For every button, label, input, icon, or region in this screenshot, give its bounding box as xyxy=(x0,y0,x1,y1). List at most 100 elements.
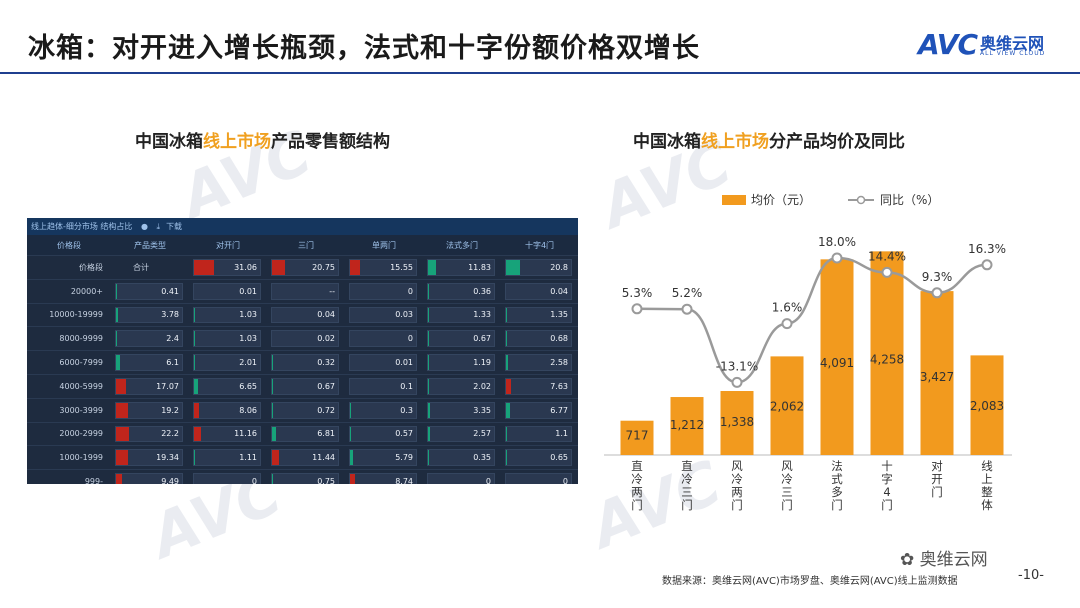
panel-header: 线上趋体-细分市场 结构占比 ● ⤓ 下载 xyxy=(27,218,578,235)
table-row: 999- 9.49 0 0.75 8.74 0 0 xyxy=(27,469,578,484)
info-icon[interactable]: ● xyxy=(140,222,148,231)
logo-cn-text: 奥维云网 xyxy=(980,34,1045,53)
table-cell: 1.1 xyxy=(501,422,578,447)
table-row: 10000-19999 3.78 1.03 0.04 0.03 1.33 1.35 xyxy=(27,303,578,328)
table-cell: 31.06 xyxy=(189,255,267,280)
table-cell: 0.41 xyxy=(111,279,189,304)
table-cell: 0.57 xyxy=(345,422,423,447)
table-cell: 5.79 xyxy=(345,445,423,471)
table-cell: 1.33 xyxy=(423,303,501,328)
row-label: 10000-19999 xyxy=(27,303,111,328)
table-column-header: 对开门 xyxy=(189,235,267,256)
row-label: 2000-2999 xyxy=(27,422,111,447)
bar-value-label: 2,083 xyxy=(970,399,1004,413)
wechat-account: ✿ 奥维云网 xyxy=(900,550,988,570)
bar-value-label: 717 xyxy=(626,429,649,443)
row-label: 20000+ xyxy=(27,279,111,304)
left-title-highlight: 线上市场 xyxy=(203,132,271,152)
table-cell: 7.63 xyxy=(501,374,578,399)
table-cell: 1.11 xyxy=(189,445,267,471)
table-column-header: 单两门 xyxy=(345,235,423,256)
table-cell: 0.75 xyxy=(267,469,345,484)
legend-line-label: 同比（%） xyxy=(880,193,939,207)
table-cell: 8.06 xyxy=(189,398,267,423)
bar xyxy=(670,397,704,455)
table-cell: 19.2 xyxy=(111,398,189,423)
table-cell: 17.07 xyxy=(111,374,189,399)
retail-structure-panel: 线上趋体-细分市场 结构占比 ● ⤓ 下载 价格段 产品类型 对开门 三门 单两门 法式多门… xyxy=(27,218,578,484)
table-cell: 2.57 xyxy=(423,422,501,447)
table-cell: 0 xyxy=(501,469,578,484)
table-cell: 0.67 xyxy=(423,326,501,352)
left-section-title: 中国冰箱线上市场产品零售额结构 xyxy=(135,127,390,152)
table-row: 价格段 合计 31.06 20.75 15.55 11.83 20.8 xyxy=(27,255,578,280)
bar-value-label: 1,338 xyxy=(720,415,754,429)
yoy-point xyxy=(981,259,993,271)
yoy-value-label: 16.3% xyxy=(968,242,1006,256)
right-title-highlight: 线上市场 xyxy=(701,132,769,152)
right-title-post: 分产品均价及同比 xyxy=(769,132,905,152)
retail-structure-table: 价格段 产品类型 对开门 三门 单两门 法式多门 十字4门 价格段 合计 31.06 20.75 15… xyxy=(27,235,578,484)
table-cell: 0.36 xyxy=(423,279,501,304)
category-label: 直冷三门 xyxy=(681,459,693,512)
table-column-header: 三门 xyxy=(267,235,345,256)
yoy-value-label: 5.2% xyxy=(672,286,703,300)
row-label: 4000-5999 xyxy=(27,374,111,399)
table-column-header: 法式多门 xyxy=(423,235,501,256)
avg-price-yoy-chart: 均价（元） 同比（%） 717 1,212 1,338 2,062 4,091 4,258 3,… xyxy=(604,193,1012,512)
bar-value-label: 2,062 xyxy=(770,400,804,414)
table-cell: 0 xyxy=(423,469,501,484)
table-cell: 0.04 xyxy=(267,303,345,328)
table-row: 4000-5999 17.07 6.65 0.67 0.1 2.02 7.63 xyxy=(27,374,578,399)
bar xyxy=(720,391,754,455)
legend-line-marker xyxy=(856,195,866,205)
table-row: 20000+ 0.41 0.01 -- 0 0.36 0.04 xyxy=(27,279,578,304)
bar xyxy=(770,356,804,455)
yoy-value-label: 14.4% xyxy=(868,249,906,263)
left-title-pre: 中国冰箱 xyxy=(135,132,203,152)
table-cell: 0.01 xyxy=(189,279,267,304)
yoy-line xyxy=(636,256,988,384)
wechat-name: 奥维云网 xyxy=(919,550,988,570)
yoy-point xyxy=(681,303,693,315)
table-cell: 1.35 xyxy=(501,303,578,328)
logo-text: AVC xyxy=(918,28,978,61)
table-row: 8000-9999 2.4 1.03 0.02 0 0.67 0.68 xyxy=(27,326,578,352)
table-cell: 20.8 xyxy=(501,255,578,280)
bar-value-label: 4,091 xyxy=(820,356,854,370)
table-cell: 0.1 xyxy=(345,374,423,399)
table-cell: 2.58 xyxy=(501,350,578,375)
table-cell: 0.72 xyxy=(267,398,345,423)
table-cell: 0.04 xyxy=(501,279,578,304)
yoy-value-label: 18.0% xyxy=(818,235,856,249)
yoy-point xyxy=(731,376,743,388)
table-cell: 20.75 xyxy=(267,255,345,280)
yoy-point xyxy=(831,252,843,264)
table-cell: 6.65 xyxy=(189,374,267,399)
right-section-title: 中国冰箱线上市场分产品均价及同比 xyxy=(633,127,905,152)
yoy-value-label: 9.3% xyxy=(922,270,953,284)
table-cell: 1.03 xyxy=(189,303,267,328)
row-label: 1000-1999 xyxy=(27,445,111,471)
yoy-value-label: 5.3% xyxy=(622,286,653,300)
table-cell: 8.74 xyxy=(345,469,423,484)
category-label: 对开门 xyxy=(931,459,943,499)
table-cell: 0 xyxy=(345,279,423,304)
table-cell: 6.81 xyxy=(267,422,345,447)
table-cell: 0 xyxy=(189,469,267,484)
table-cell: 0.68 xyxy=(501,326,578,352)
table-row: 1000-1999 19.34 1.11 11.44 5.79 0.35 0.65 xyxy=(27,445,578,471)
download-icon[interactable]: ⤓ xyxy=(156,222,161,231)
table-cell: 6.77 xyxy=(501,398,578,423)
table-cell: 6.1 xyxy=(111,350,189,375)
panel-tab-label[interactable]: 线上趋体-细分市场 结构占比 xyxy=(31,222,133,231)
category-label: 直冷两门 xyxy=(631,459,643,512)
table-row: 6000-7999 6.1 2.01 0.32 0.01 1.19 2.58 xyxy=(27,350,578,375)
table-column-header: 十字4门 xyxy=(501,235,578,256)
right-title-pre: 中国冰箱 xyxy=(633,132,701,152)
download-link[interactable]: 下载 xyxy=(166,222,183,231)
table-cell: 3.35 xyxy=(423,398,501,423)
title-divider xyxy=(0,72,1080,74)
category-label: 风冷两门 xyxy=(731,459,743,512)
logo-en-text: ALL VIEW CLOUD xyxy=(980,50,1046,57)
